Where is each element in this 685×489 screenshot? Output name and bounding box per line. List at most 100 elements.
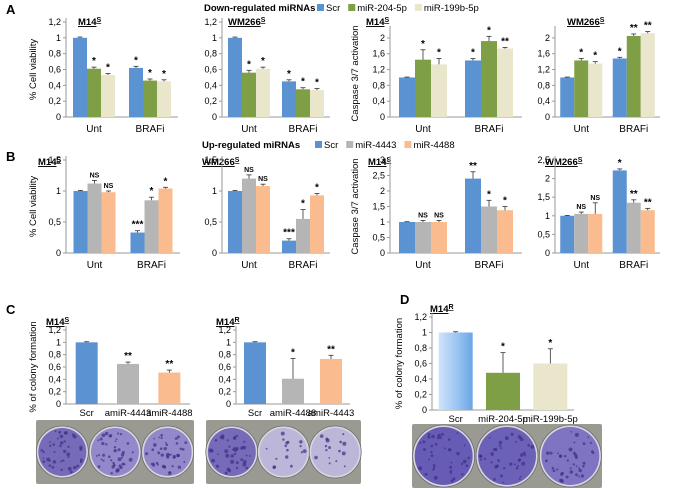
chart-title: M14S — [46, 317, 69, 329]
plate-d-colony-dot — [549, 451, 553, 455]
plate-c1-colony-dot — [79, 445, 83, 450]
bar — [310, 195, 324, 253]
significance-label: *** — [132, 220, 144, 231]
plate-c2-colony-dot — [338, 449, 341, 453]
y-tick-label: 0 — [380, 112, 385, 122]
plate-c1-colony-dot — [101, 433, 106, 438]
y-tick-label: 0 — [226, 399, 231, 409]
plate-c1-colony-dot — [113, 446, 117, 449]
significance-label: * — [487, 25, 491, 36]
y-tick-label: 2 — [380, 186, 385, 196]
bar — [560, 215, 575, 253]
plate-d-colony-dot — [502, 481, 505, 484]
plate-d-colony-dot — [582, 464, 585, 468]
bar — [626, 202, 641, 253]
bar — [640, 33, 655, 117]
panel-letter-a: A — [6, 2, 16, 17]
bar — [497, 48, 513, 117]
plate-c1-colony-dot — [176, 435, 180, 439]
chart-title-superscript: S — [600, 17, 605, 24]
bar — [158, 372, 181, 404]
plate-c1-colony-dot — [121, 462, 125, 466]
significance-label: ** — [644, 197, 652, 208]
bar — [256, 186, 270, 253]
plate-c1-colony-dot — [59, 444, 62, 448]
plate-d-colony-dot — [569, 470, 574, 474]
plate-c1-colony-dot — [40, 448, 43, 452]
legend-a-label-2: miR-199b-5p — [424, 3, 479, 14]
y-tick-label: 0,4 — [204, 80, 217, 90]
chart-title-superscript: S — [235, 157, 240, 164]
plate-c1-colony-dot — [117, 448, 121, 452]
y-tick-label: 1,2 — [48, 325, 61, 335]
plate-d-colony-dot — [436, 436, 440, 440]
bar — [640, 210, 655, 253]
plate-d-colony-dot — [545, 451, 550, 455]
plate-c1-colony-dot — [175, 442, 179, 445]
chart-title: WM266S — [202, 157, 240, 169]
plate-c1-colony-dot — [79, 458, 83, 462]
plate-c1-colony-dot — [60, 468, 63, 472]
x-category-label: Unt — [87, 260, 103, 271]
plate-c1-colony-dot — [48, 464, 52, 467]
plate-c2-colony-dot — [228, 445, 231, 448]
bar — [465, 178, 481, 253]
plate-c1-colony-dot — [165, 443, 169, 447]
plate-c1-colony-dot — [97, 465, 101, 469]
plate-c2-colony-dot — [226, 439, 229, 442]
plate-d-colony-dot — [556, 468, 559, 471]
y-tick-label: 2 — [380, 33, 385, 43]
plate-d-colony-dot — [589, 441, 592, 444]
significance-label: * — [106, 62, 110, 73]
plate-c1-colony-dot — [150, 462, 153, 466]
plate-d-colony-dot — [460, 462, 464, 466]
panel-letter-c: C — [6, 302, 16, 317]
plate-c2-colony-dot — [242, 462, 247, 467]
x-category-label: Unt — [241, 260, 257, 271]
plate-c2-colony-dot — [339, 440, 342, 444]
y-tick-label: 0 — [56, 248, 61, 258]
plate-c1-colony-dot — [67, 466, 72, 471]
bar — [228, 37, 242, 118]
y-tick-label: 1 — [212, 33, 217, 43]
significance-label: * — [287, 69, 291, 80]
plate-c2-colony-dot — [342, 433, 345, 436]
significance-label: * — [315, 182, 319, 193]
significance-label: * — [618, 158, 622, 169]
plate-d-colony-dot — [449, 465, 453, 469]
plate-d-colony-dot — [480, 458, 483, 461]
plate-c2-colony-dot — [328, 457, 331, 459]
plate-c2-well — [311, 428, 360, 476]
plate-d-colony-dot — [449, 469, 453, 473]
y-tick-label: 0 — [56, 399, 61, 409]
y-tick-label: 0,8 — [372, 80, 385, 90]
plate-c1-colony-dot — [102, 453, 106, 457]
plate-d-colony-dot — [582, 461, 586, 465]
plate-d-colony-dot — [578, 468, 582, 473]
plate-c1-colony-dot — [42, 457, 45, 460]
plate-c2-colony-dot — [325, 438, 330, 443]
significance-label: NS — [258, 176, 268, 183]
plate-d-colony-dot — [498, 444, 502, 447]
bar — [486, 372, 520, 410]
plate-d-colony-dot — [519, 437, 524, 442]
panel-letter-d: D — [400, 292, 409, 307]
plate-d-colony-dot — [560, 479, 564, 483]
significance-label: * — [618, 46, 622, 57]
bar — [242, 72, 256, 117]
bar — [282, 378, 304, 404]
y-axis-title: % of colony formation — [394, 318, 405, 409]
panel-letter-b: B — [6, 149, 15, 164]
y-tick-label: 0,4 — [48, 374, 61, 384]
y-tick-label: 0,6 — [48, 65, 61, 75]
y-tick-label: 3 — [380, 155, 385, 165]
y-tick-label: 1,2 — [204, 17, 217, 27]
plate-d-colony-dot — [465, 464, 469, 468]
x-category-label: BRAFi — [137, 260, 166, 271]
plate-c2-well — [207, 428, 256, 476]
plate-d-colony-dot — [479, 454, 483, 459]
plate-c1-colony-dot — [69, 470, 73, 474]
plate-d-colony-dot — [574, 432, 579, 437]
